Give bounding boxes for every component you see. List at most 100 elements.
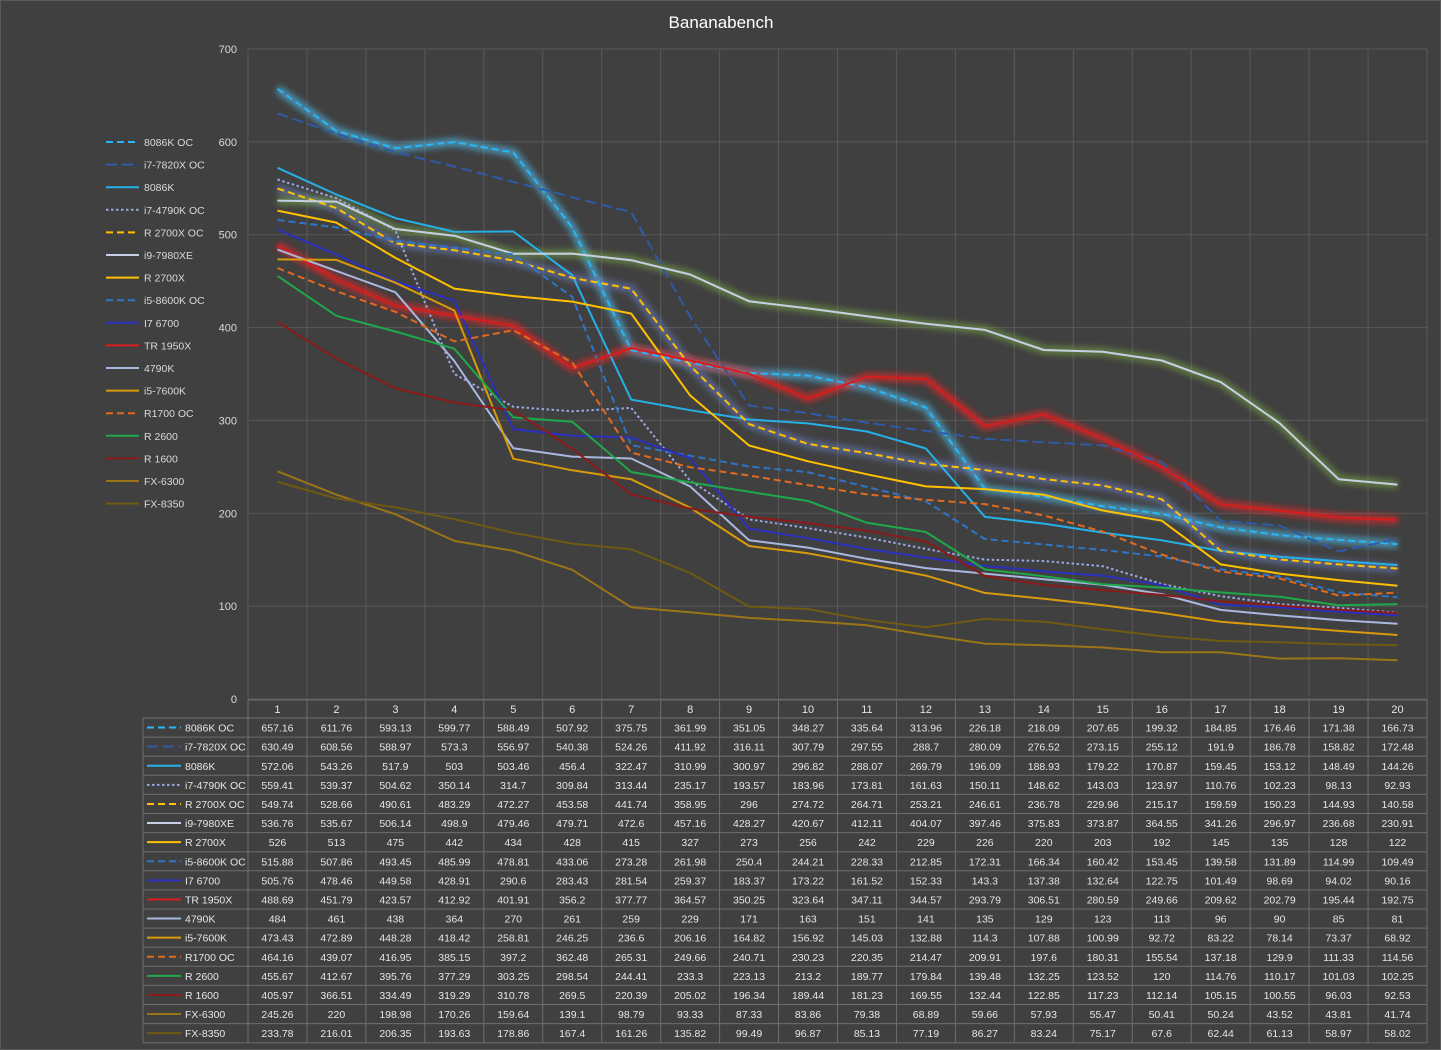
table-cell: 78.14 [1266, 933, 1292, 945]
table-cell: 412.67 [320, 971, 352, 983]
x-tick-label: 19 [1332, 704, 1344, 716]
table-cell: 114.76 [1205, 971, 1236, 983]
table-cell: 139.48 [969, 971, 1001, 983]
table-cell: 280.59 [1087, 894, 1119, 906]
table-cell: 171 [740, 914, 758, 926]
y-tick-label: 600 [219, 137, 237, 149]
table-cell: 296.82 [792, 761, 824, 773]
x-tick-label: 18 [1274, 704, 1286, 716]
table-cell: 161.63 [910, 780, 942, 792]
table-cell: 397.46 [969, 818, 1001, 830]
table-cell: 192 [1153, 837, 1171, 849]
table-cell: 505.76 [261, 875, 293, 887]
table-cell: 322.47 [615, 761, 647, 773]
table-cell: 464.16 [261, 952, 293, 964]
table-cell: 316.11 [733, 742, 764, 754]
table-cell: 236.78 [1028, 799, 1060, 811]
table-cell: 180.31 [1087, 952, 1119, 964]
table-cell: 498.9 [441, 818, 467, 830]
table-cell: 310.99 [674, 761, 706, 773]
table-cell: 401.91 [497, 894, 529, 906]
table-cell: 195.44 [1323, 894, 1355, 906]
table-cell: 288.07 [851, 761, 883, 773]
table-cell: 549.74 [261, 799, 293, 811]
series-line [276, 87, 1398, 546]
table-series-name: i5-7600K [185, 933, 227, 945]
table-cell: 373.87 [1087, 818, 1119, 830]
table-cell: 132.44 [969, 990, 1001, 1002]
table-cell: 395.76 [379, 971, 411, 983]
table-cell: 167.4 [559, 1028, 585, 1040]
x-tick-label: 7 [628, 704, 634, 716]
table-cell: 593.13 [379, 723, 411, 735]
table-cell: 478.46 [320, 875, 352, 887]
table-cell: 485.99 [438, 856, 470, 868]
table-cell: 50.24 [1208, 1009, 1234, 1021]
table-cell: 172.48 [1381, 742, 1413, 754]
table-cell: 300.97 [733, 761, 765, 773]
table-cell: 202.79 [1264, 894, 1296, 906]
table-cell: 137.38 [1028, 875, 1060, 887]
table-cell: 123.52 [1087, 971, 1119, 983]
table-cell: 236.6 [618, 933, 644, 945]
table-cell: 608.56 [320, 742, 352, 754]
table-cell: 244.41 [615, 971, 647, 983]
table-cell: 265.31 [615, 952, 647, 964]
series-line [277, 187, 1398, 570]
legend-label: i5-7600K [144, 386, 186, 398]
table-cell: 428.91 [438, 875, 470, 887]
table-cell: 478.81 [497, 856, 529, 868]
table-cell: 220 [328, 1009, 346, 1021]
table-cell: 205.02 [674, 990, 706, 1002]
table-cell: 327 [681, 837, 699, 849]
table-cell: 191.9 [1208, 742, 1234, 754]
table-cell: 178.86 [497, 1028, 529, 1040]
table-cell: 92.53 [1384, 990, 1410, 1002]
table-cell: 68.92 [1384, 933, 1410, 945]
table-cell: 364.57 [674, 894, 706, 906]
series-line [277, 248, 1398, 625]
table-cell: 96.03 [1325, 990, 1351, 1002]
table-cell: 377.29 [438, 971, 470, 983]
series-line [276, 244, 1398, 521]
table-cell: 143.3 [972, 875, 998, 887]
table-cell: 517.9 [382, 761, 408, 773]
table-cell: 226 [976, 837, 994, 849]
x-tick-label: 9 [746, 704, 752, 716]
table-cell: 150.11 [969, 780, 1000, 792]
table-cell: 186.78 [1264, 742, 1296, 754]
table-cell: 139.58 [1205, 856, 1237, 868]
table-cell: 630.49 [261, 742, 293, 754]
legend-label: I7 6700 [144, 318, 179, 330]
y-tick-label: 500 [219, 230, 237, 242]
table-cell: 515.88 [261, 856, 293, 868]
table-cell: 270 [505, 914, 523, 926]
table-series-name: i7-4790K OC [185, 780, 246, 792]
legend-label: FX-8350 [144, 499, 184, 511]
table-cell: 132.25 [1028, 971, 1060, 983]
table-cell: 212.85 [910, 856, 942, 868]
table-cell: 256 [799, 837, 817, 849]
table-cell: 150.23 [1264, 799, 1296, 811]
table-cell: 99.49 [736, 1028, 762, 1040]
table-cell: 455.67 [261, 971, 293, 983]
table-cell: 209.62 [1205, 894, 1237, 906]
table-cell: 114.99 [1323, 856, 1354, 868]
table-cell: 479.46 [497, 818, 529, 830]
table-cell: 161.52 [851, 875, 883, 887]
table-cell: 226.18 [969, 723, 1001, 735]
table-cell: 506.14 [379, 818, 411, 830]
table-cell: 85.13 [854, 1028, 880, 1040]
table-cell: 93.33 [677, 1009, 703, 1021]
table-series-name: R 1600 [185, 990, 219, 1002]
y-tick-label: 700 [219, 44, 237, 56]
table-cell: 418.42 [438, 933, 470, 945]
table-cell: 246.61 [969, 799, 1001, 811]
table-cell: 273.15 [1087, 742, 1119, 754]
table-cell: 86.27 [972, 1028, 998, 1040]
table-cell: 173.22 [792, 875, 824, 887]
table-cell: 240.71 [733, 952, 765, 964]
table-cell: 218.09 [1028, 723, 1060, 735]
table-cell: 67.6 [1152, 1028, 1173, 1040]
